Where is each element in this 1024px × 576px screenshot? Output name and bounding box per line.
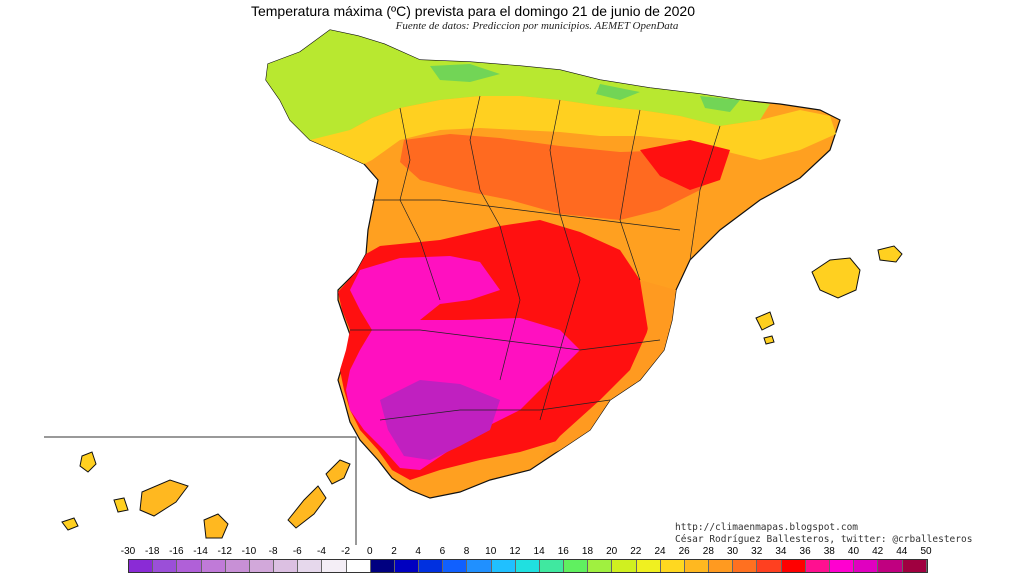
legend-tick-label: 20 bbox=[606, 546, 618, 557]
legend-tick-label: 50 bbox=[920, 546, 932, 557]
legend-tick-label: -8 bbox=[268, 546, 278, 557]
legend-swatch bbox=[854, 560, 879, 572]
north-cool-zone bbox=[266, 30, 770, 140]
legend-swatch bbox=[684, 560, 710, 572]
legend-color-bar bbox=[128, 559, 928, 573]
legend-swatch bbox=[733, 560, 758, 572]
legend-tick-label: -16 bbox=[169, 546, 184, 557]
legend-tick-label: 22 bbox=[630, 546, 642, 557]
legend-swatch bbox=[515, 560, 540, 572]
legend-tick-label: 42 bbox=[872, 546, 884, 557]
legend-tick-label: 38 bbox=[823, 546, 835, 557]
credits: http://climaenmapas.blogspot.com César R… bbox=[675, 522, 972, 546]
legend-swatch bbox=[370, 560, 395, 572]
ibiza-island bbox=[755, 311, 775, 331]
legend-tick-label: 12 bbox=[509, 546, 521, 557]
legend-swatch bbox=[129, 560, 154, 572]
legend-tick-label: 36 bbox=[799, 546, 811, 557]
ebro-hot-zone bbox=[640, 140, 730, 190]
legend-swatch bbox=[467, 560, 492, 572]
legend-tick-label: -30 bbox=[120, 546, 136, 557]
legend-swatch bbox=[539, 560, 565, 572]
legend-tick-label: 34 bbox=[775, 546, 787, 557]
legend-swatch bbox=[443, 560, 468, 572]
mallorca-island bbox=[811, 257, 861, 299]
legend-tick-label: 40 bbox=[847, 546, 860, 557]
legend-swatch bbox=[419, 560, 444, 572]
legend-swatch bbox=[612, 560, 637, 572]
legend-swatch bbox=[491, 560, 516, 572]
legend-tick-label: -14 bbox=[193, 546, 208, 557]
legend-swatch bbox=[322, 560, 347, 572]
legend-tick-label: -18 bbox=[144, 546, 160, 557]
legend-tick-label: 32 bbox=[751, 546, 763, 557]
legend-swatch bbox=[346, 560, 371, 572]
legend-swatch bbox=[274, 560, 299, 572]
legend-swatch bbox=[394, 560, 420, 572]
legend-tick-label: 4 bbox=[415, 546, 421, 557]
legend-swatch bbox=[781, 560, 806, 572]
legend-tick-label: 18 bbox=[581, 546, 594, 557]
legend-swatch bbox=[564, 560, 589, 572]
map-subtitle: Fuente de datos: Prediccion por municipi… bbox=[395, 20, 679, 32]
legend-swatch bbox=[153, 560, 178, 572]
menorca-island bbox=[877, 245, 903, 263]
legend-tick-label: -10 bbox=[241, 546, 257, 557]
legend-tick-label: 24 bbox=[654, 546, 666, 557]
legend-tick-label: 16 bbox=[557, 546, 569, 557]
legend-tick-label: 44 bbox=[896, 546, 908, 557]
legend-tick-label: -6 bbox=[292, 546, 302, 557]
legend-swatch bbox=[829, 560, 855, 572]
coastal-mild-zone bbox=[540, 280, 676, 460]
legend-tick-label: -4 bbox=[317, 546, 326, 557]
legend-swatch bbox=[225, 560, 250, 572]
credits-author: César Rodríguez Ballesteros, twitter: @c… bbox=[675, 534, 973, 545]
legend-swatch bbox=[298, 560, 323, 572]
legend-swatch bbox=[636, 560, 661, 572]
legend-swatch bbox=[878, 560, 903, 572]
legend-tick-label: 14 bbox=[533, 546, 545, 557]
legend-tick-label: 30 bbox=[726, 546, 739, 557]
temperature-legend: -30 -18 -16 -14 -12 -10 -8 -6 -4 -2 0 2 4 6 8 10 12 14 16 1… bbox=[121, 546, 932, 574]
legend-tick-label: 10 bbox=[485, 546, 497, 557]
north-green-patches bbox=[430, 64, 740, 112]
legend-tick-label: 0 bbox=[367, 546, 373, 557]
legend-tick-label: 28 bbox=[702, 546, 714, 557]
province-borders bbox=[350, 95, 721, 421]
legend-swatch bbox=[177, 560, 202, 572]
canary-inset-frame bbox=[44, 436, 357, 545]
legend-tick-label: 8 bbox=[463, 546, 470, 557]
legend-tick-label: -2 bbox=[341, 546, 351, 557]
peak-heat-zone bbox=[380, 380, 500, 460]
legend-tick-label: 6 bbox=[439, 546, 446, 557]
north-mild-zone bbox=[310, 96, 836, 164]
legend-swatch bbox=[805, 560, 830, 572]
map-title: Temperatura máxima (ºC) prevista para el… bbox=[250, 3, 695, 19]
legend-tick-label: -12 bbox=[217, 546, 232, 557]
legend-swatch bbox=[902, 560, 927, 572]
legend-swatch bbox=[709, 560, 734, 572]
central-hot-zone bbox=[400, 134, 720, 220]
credits-url[interactable]: http://climaenmapas.blogspot.com bbox=[675, 522, 859, 533]
legend-tick-label: 26 bbox=[678, 546, 690, 557]
legend-tick-label: 2 bbox=[391, 546, 397, 557]
canary-islands bbox=[61, 451, 351, 539]
legend-swatch bbox=[201, 560, 226, 572]
legend-swatch bbox=[249, 560, 275, 572]
legend-swatch bbox=[757, 560, 782, 572]
legend-swatch bbox=[588, 560, 613, 572]
legend-swatch bbox=[660, 560, 685, 572]
formentera-island bbox=[763, 335, 775, 345]
